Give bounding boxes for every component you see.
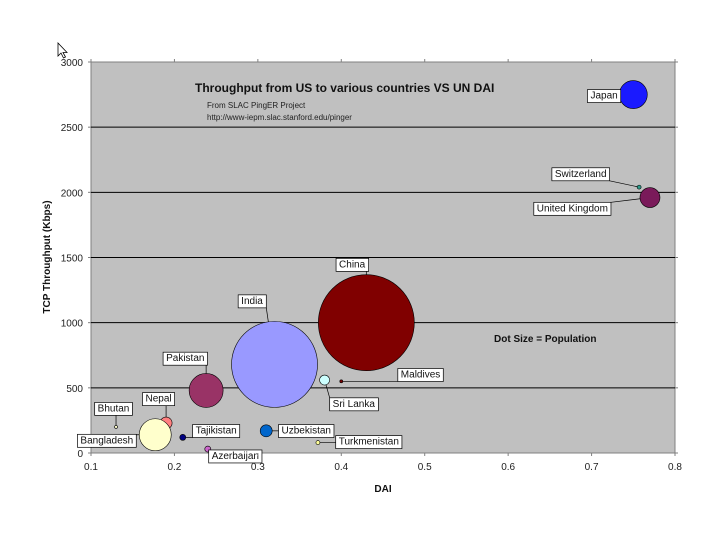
bubble-sri-lanka bbox=[319, 374, 330, 386]
bubble-united-kingdom bbox=[639, 187, 661, 208]
data-label-box bbox=[208, 449, 263, 464]
data-label-box bbox=[329, 397, 379, 412]
data-label-box bbox=[142, 392, 175, 406]
x-tick-label: 0.2 bbox=[167, 462, 181, 473]
bubble-bangladesh bbox=[138, 418, 172, 452]
data-label-box bbox=[335, 435, 403, 449]
data-labels: Japan Switzerland United Kingdom China India… bbox=[77, 89, 622, 464]
data-label-box bbox=[162, 351, 208, 366]
x-tick-label: 0.5 bbox=[418, 462, 432, 473]
bubble-tajikistan bbox=[179, 434, 187, 441]
bubble-pakistan bbox=[188, 373, 224, 408]
bubble-india bbox=[231, 321, 318, 408]
data-label-bangladesh: Bangladesh bbox=[80, 435, 133, 446]
data-label-box bbox=[335, 258, 369, 272]
data-label-bhutan: Bhutan bbox=[98, 403, 130, 414]
data-label-box bbox=[397, 368, 444, 382]
data-label-box bbox=[278, 424, 335, 438]
data-label-japan: Japan bbox=[590, 91, 617, 102]
y-axis-ticks: 0 500 1000 1500 2000 2500 3000 bbox=[61, 58, 678, 460]
data-label-uzbekistan: Uzbekistan bbox=[282, 426, 331, 437]
y-tick-label: 1000 bbox=[61, 319, 84, 330]
data-label-box bbox=[533, 201, 612, 216]
bubble-turkmenistan bbox=[315, 440, 321, 445]
x-tick-label: 0.4 bbox=[334, 462, 348, 473]
y-tick-label: 2000 bbox=[61, 188, 84, 199]
chart-subtitle-source: From SLAC PingER Project bbox=[207, 101, 306, 110]
bubble-maldives bbox=[339, 379, 344, 384]
data-label-box bbox=[587, 89, 622, 103]
data-label-china: China bbox=[339, 259, 366, 270]
y-tick-label: 2500 bbox=[61, 123, 84, 134]
x-tick-label: 0.8 bbox=[668, 462, 682, 473]
data-label-maldives: Maldives bbox=[401, 369, 440, 380]
chart-subtitle-url: http://www-iepm.slac.stanford.edu/pinger bbox=[207, 113, 352, 122]
y-tick-label: 3000 bbox=[61, 58, 84, 69]
data-label-turkmenistan: Turkmenistan bbox=[339, 437, 399, 448]
size-legend-note: Dot Size = Population bbox=[494, 334, 597, 345]
data-label-nepal: Nepal bbox=[146, 394, 172, 405]
y-tick-label: 1500 bbox=[61, 254, 84, 265]
x-tick-label: 0.7 bbox=[585, 462, 599, 473]
data-label-box bbox=[94, 402, 133, 416]
bubble-japan bbox=[618, 80, 648, 109]
data-label-box bbox=[77, 433, 137, 448]
y-tick-label: 500 bbox=[66, 384, 83, 395]
chart-title: Throughput from US to various countries … bbox=[195, 81, 494, 95]
x-tick-label: 0.3 bbox=[251, 462, 265, 473]
y-tick-label: 0 bbox=[77, 449, 83, 460]
data-label-sri-lanka: Sri Lanka bbox=[333, 399, 376, 410]
data-label-azerbaijan: Azerbaijan bbox=[212, 451, 259, 462]
x-axis-ticks: 0.1 0.2 0.3 0.4 0.5 0.6 0.7 0.8 bbox=[84, 59, 682, 473]
bubbles bbox=[114, 80, 661, 453]
leader-line bbox=[609, 180, 640, 188]
x-axis-label: DAI bbox=[374, 484, 391, 495]
data-label-tajikistan: Tajikistan bbox=[196, 426, 237, 437]
bubble-bhutan bbox=[114, 425, 118, 429]
data-label-united-kingdom: United Kingdom bbox=[537, 203, 608, 214]
bubble-china bbox=[318, 274, 415, 371]
data-label-pakistan: Pakistan bbox=[166, 353, 204, 364]
bubble-uzbekistan bbox=[259, 424, 273, 438]
bubble-switzerland bbox=[636, 184, 642, 190]
mouse-pointer-icon bbox=[57, 41, 68, 59]
data-label-switzerland: Switzerland bbox=[555, 169, 607, 180]
y-axis-label: TCP Throughput (Kbps) bbox=[42, 200, 53, 313]
x-tick-label: 0.6 bbox=[501, 462, 515, 473]
data-label-box bbox=[192, 424, 241, 438]
x-tick-label: 0.1 bbox=[84, 462, 98, 473]
data-label-box bbox=[551, 167, 610, 182]
data-label-box bbox=[237, 294, 267, 309]
data-label-india: India bbox=[241, 296, 263, 307]
